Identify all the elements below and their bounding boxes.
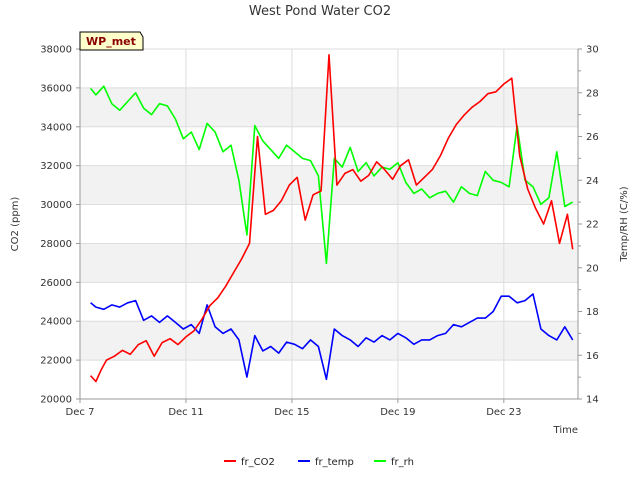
series-layer — [89, 53, 574, 383]
station-badge-box — [79, 31, 144, 51]
y-tick-label: 22000 — [40, 356, 72, 367]
chart-title: West Pond Water CO2 — [249, 4, 391, 19]
x-tick-label: Dec 7 — [66, 407, 95, 418]
legend-label-fr-temp: fr_temp — [315, 457, 354, 468]
y2-tick-label: 16 — [586, 351, 599, 362]
y2-tick-label: 24 — [586, 176, 599, 187]
station-badge: WP_met — [79, 31, 144, 51]
y-tick-label: 34000 — [40, 122, 72, 133]
legend-label-fr-co2: fr_CO2 — [241, 457, 275, 468]
y-tick-label: 36000 — [40, 83, 72, 94]
series-line-fr-rh — [89, 85, 574, 265]
y-tick-label: 32000 — [40, 161, 72, 172]
x-axis-title: Time — [553, 425, 578, 436]
plot-band — [80, 243, 578, 283]
y2-tick-label: 28 — [586, 88, 599, 99]
plot-band — [80, 321, 578, 361]
y2-axis-title: Temp/RH (C/%) — [619, 186, 630, 262]
y-tick-label: 24000 — [40, 317, 72, 328]
x-tick-label: Dec 19 — [380, 407, 415, 418]
y-tick-label: 30000 — [40, 200, 72, 211]
series-line-fr-temp — [90, 293, 574, 381]
station-badge-label: WP_met — [86, 35, 136, 48]
plot-band — [80, 282, 578, 322]
y2-tick-label: 20 — [586, 263, 599, 274]
x-tick-label: Dec 23 — [486, 407, 521, 418]
x-tick-label: Dec 15 — [274, 407, 309, 418]
y-axis-title: CO2 (ppm) — [10, 197, 21, 252]
x-tick-label: Dec 11 — [168, 407, 203, 418]
y2-tick-label: 14 — [586, 395, 599, 406]
plot-band — [80, 126, 578, 166]
y2-tick-label: 22 — [586, 220, 599, 231]
y-tick-label: 26000 — [40, 278, 72, 289]
axes: 20000 22000 24000 26000 28000 30000 32000 34000… — [40, 45, 599, 419]
legend-label-fr-rh: fr_rh — [391, 457, 414, 468]
series-line-fr-co2 — [90, 53, 574, 383]
y2-tick-label: 26 — [586, 132, 599, 143]
y-tick-label: 38000 — [40, 45, 72, 56]
legend: fr_CO2 fr_temp fr_rh — [224, 457, 414, 468]
plot-band — [80, 165, 578, 205]
y2-tick-label: 18 — [586, 307, 599, 318]
y-tick-label: 20000 — [40, 395, 72, 406]
plot-bands — [80, 49, 578, 399]
y2-tick-label: 30 — [586, 45, 599, 56]
y-tick-label: 28000 — [40, 239, 72, 250]
plot-band — [80, 87, 578, 127]
